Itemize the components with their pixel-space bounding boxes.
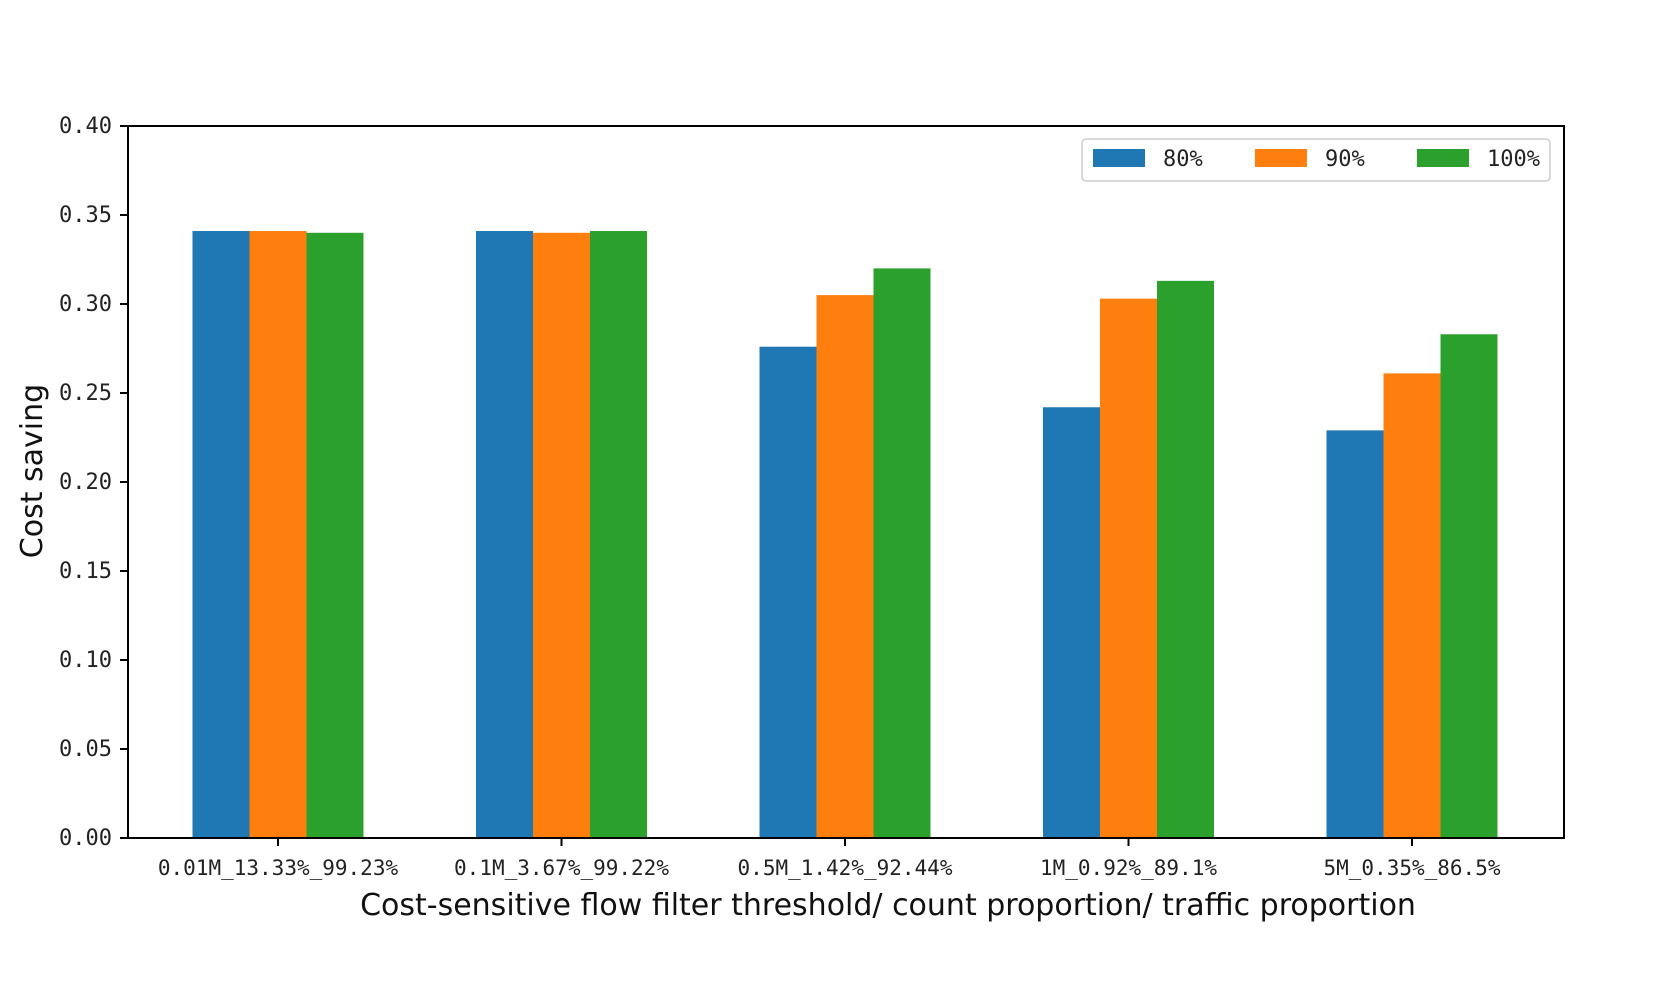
bar-90pct-1 (533, 232, 590, 839)
y-tick-label: 0.00 (59, 826, 112, 851)
bar-90pct-4 (1383, 373, 1441, 838)
legend-label-80pct: 80% (1163, 147, 1203, 172)
y-tick-label: 0.35 (59, 203, 112, 228)
bar-80pct-3 (1043, 407, 1100, 838)
x-axis-title: Cost-sensitive flow filter threshold/ co… (360, 888, 1416, 923)
x-tick-label: 0.01M_13.33%_99.23% (158, 856, 399, 880)
bars-layer (192, 231, 1498, 839)
legend-frame (1081, 138, 1551, 182)
y-tick-label: 0.25 (59, 381, 112, 406)
x-tick-label: 0.5M_1.42%_92.44% (738, 856, 953, 880)
bar-100pct-4 (1440, 334, 1498, 838)
bar-100pct-3 (1157, 280, 1214, 838)
x-tick-label: 5M_0.35%_86.5% (1323, 856, 1500, 880)
y-tick-label: 0.30 (59, 292, 112, 317)
y-tick-label: 0.20 (59, 470, 112, 495)
bar-90pct-2 (816, 295, 874, 839)
bar-100pct-2 (873, 268, 931, 838)
bar-80pct-4 (1326, 430, 1384, 838)
y-axis-title: Cost saving (15, 384, 50, 558)
bar-80pct-2 (759, 346, 817, 838)
y-tick-label: 0.15 (59, 559, 112, 584)
legend-swatch-80pct (1093, 149, 1145, 167)
x-tick-label: 1M_0.92%_89.1% (1040, 856, 1217, 880)
y-tick-label: 0.05 (59, 737, 112, 762)
bar-100pct-1 (590, 231, 647, 838)
legend-label-90pct: 90% (1325, 147, 1365, 172)
legend-swatch-100pct (1417, 149, 1469, 167)
bar-90pct-3 (1100, 298, 1157, 838)
y-axis: 0.00 0.05 0.10 0.15 0.20 0.25 0.30 0.35 0.40 (59, 114, 128, 851)
x-tick-label: 0.1M_3.67%_99.22% (454, 856, 669, 880)
bar-90pct-0 (249, 231, 307, 838)
bar-80pct-0 (192, 231, 250, 838)
legend-label-100pct: 100% (1487, 147, 1540, 172)
bar-100pct-0 (306, 232, 364, 839)
x-axis: 0.01M_13.33%_99.23% 0.1M_3.67%_99.22% 0.5M… (158, 838, 1501, 880)
bar-80pct-1 (476, 231, 533, 838)
legend: 80% 90% 100% (1081, 138, 1551, 182)
y-tick-label: 0.40 (59, 114, 112, 139)
y-tick-label: 0.10 (59, 648, 112, 673)
legend-items: 80% 90% 100% (1093, 147, 1540, 172)
legend-swatch-90pct (1255, 149, 1307, 167)
